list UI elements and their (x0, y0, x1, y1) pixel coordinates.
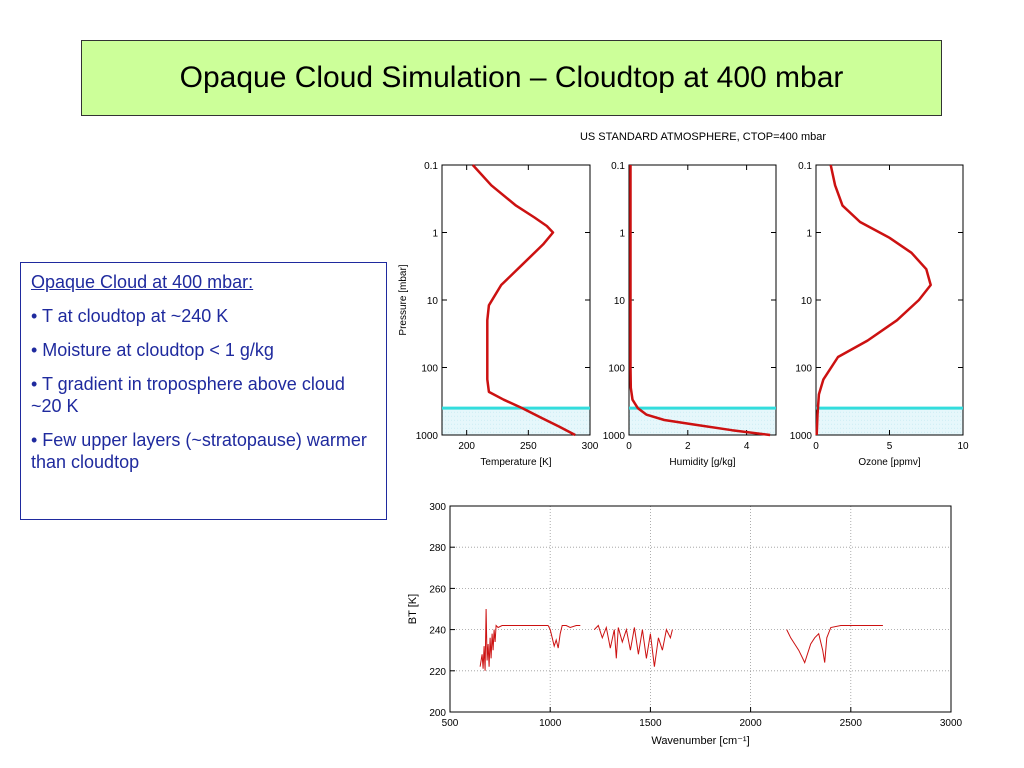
y-tick-label: 10 (801, 296, 813, 307)
y-tick-label: 240 (429, 626, 446, 637)
plot-frame (815, 164, 964, 436)
spectrum-line (593, 624, 673, 667)
x-tick-label: 300 (582, 441, 599, 452)
y-tick-label: 0.1 (798, 161, 812, 172)
x-axis-label: Humidity [g/kg] (669, 457, 735, 468)
x-tick-label: 3000 (940, 718, 963, 729)
y-tick-label: 100 (795, 364, 812, 375)
note-point: • Moisture at cloudtop < 1 g/kg (31, 340, 274, 360)
slide-title: Opaque Cloud Simulation – Cloudtop at 40… (179, 61, 844, 94)
y-tick-label: 1 (619, 229, 625, 240)
x-tick-label: 0 (626, 441, 632, 452)
x-tick-label: 2 (685, 441, 691, 452)
slide-title-box: Opaque Cloud Simulation – Cloudtop at 40… (81, 40, 942, 116)
x-tick-label: 2500 (840, 718, 863, 729)
x-tick-label: 250 (520, 441, 537, 452)
y-axis-label: BT [K] (407, 594, 419, 624)
y-tick-label: 260 (429, 584, 446, 595)
spectrum-line (547, 625, 581, 649)
y-tick-label: 0.1 (611, 161, 625, 172)
plot-frame (449, 505, 952, 713)
spectrum-line (479, 608, 549, 671)
x-tick-label: 500 (442, 718, 459, 729)
x-axis-label: Ozone [ppmv] (858, 457, 920, 468)
profile-supertitle: US STANDARD ATMOSPHERE, CTOP=400 mbar (580, 131, 826, 143)
y-tick-label: 1000 (603, 431, 626, 442)
y-tick-label: 100 (421, 364, 438, 375)
x-axis-label: Wavenumber [cm⁻¹] (651, 735, 749, 747)
y-tick-label: 280 (429, 543, 446, 554)
y-tick-label: 200 (429, 708, 446, 719)
profile-line (815, 164, 932, 436)
y-tick-label: 100 (608, 364, 625, 375)
profile-line (629, 165, 771, 437)
x-tick-label: 0 (813, 441, 819, 452)
y-tick-label: 300 (429, 502, 446, 513)
y-tick-label: 1 (806, 229, 812, 240)
y-tick-label: 10 (614, 296, 626, 307)
y-tick-label: 220 (429, 667, 446, 678)
x-tick-label: 2000 (739, 718, 762, 729)
x-axis-label: Temperature [K] (480, 457, 551, 468)
note-point: • T gradient in troposphere above cloud … (31, 374, 345, 416)
y-tick-label: 10 (427, 296, 439, 307)
x-tick-label: 5 (887, 441, 893, 452)
x-tick-label: 10 (957, 441, 969, 452)
notes-heading: Opaque Cloud at 400 mbar: (31, 272, 254, 292)
x-tick-label: 1000 (539, 718, 562, 729)
y-tick-label: 1000 (416, 431, 439, 442)
notes-box: Opaque Cloud at 400 mbar: • T at cloudto… (20, 262, 387, 520)
x-tick-label: 4 (744, 441, 750, 452)
y-tick-label: 1 (432, 229, 438, 240)
x-tick-label: 200 (458, 441, 475, 452)
x-tick-label: 1500 (639, 718, 662, 729)
cloud-region (629, 408, 776, 435)
plot-frame (628, 164, 777, 436)
note-point: • T at cloudtop at ~240 K (31, 306, 229, 326)
note-point: • Few upper layers (~stratopause) warmer… (31, 430, 367, 472)
profile-line (471, 164, 576, 437)
y-tick-label: 1000 (790, 431, 813, 442)
y-axis-label: Pressure [mbar] (398, 264, 409, 335)
spectrum-line (786, 625, 883, 664)
y-tick-label: 0.1 (424, 161, 438, 172)
